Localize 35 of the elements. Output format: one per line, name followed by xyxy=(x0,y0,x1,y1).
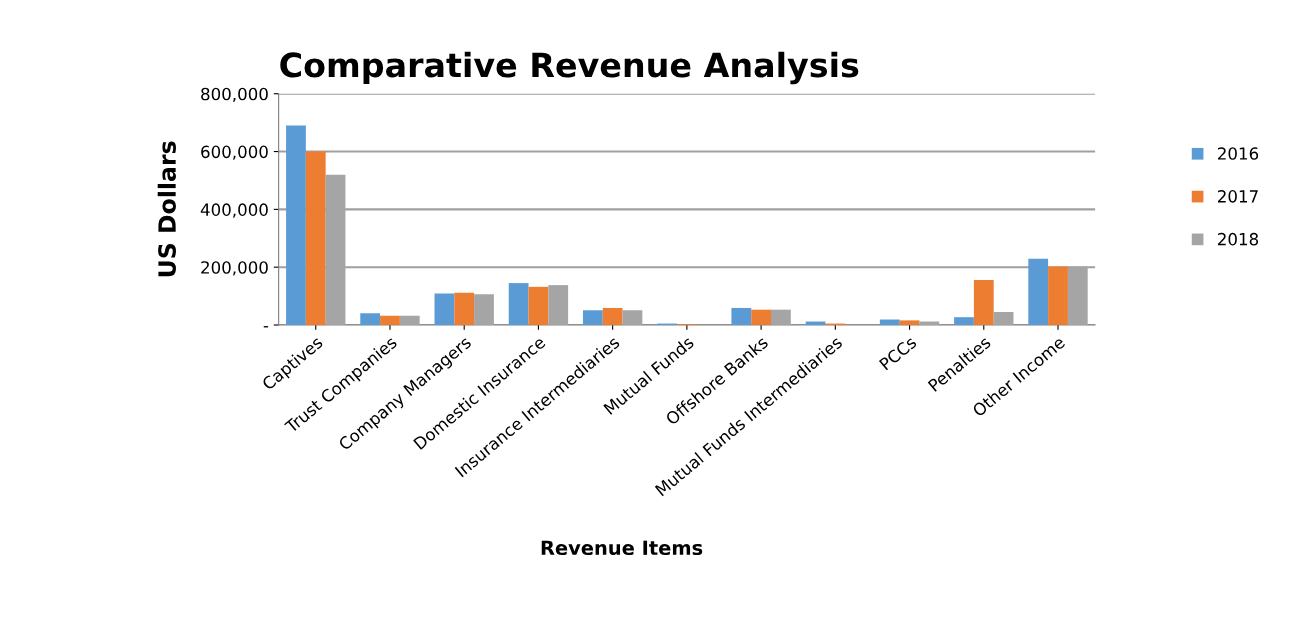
bar xyxy=(771,309,791,325)
y-axis-title: US Dollars xyxy=(157,141,176,277)
bar xyxy=(360,313,381,325)
bar xyxy=(879,319,900,325)
bar xyxy=(548,285,569,325)
bar xyxy=(434,293,455,325)
y-tick-label: - xyxy=(263,326,269,328)
bar xyxy=(993,311,1014,325)
bar xyxy=(454,292,475,325)
y-tick-label: 800,000 xyxy=(201,87,268,103)
bar xyxy=(305,151,326,325)
chart-title: Comparative Revenue Analysis xyxy=(280,51,859,85)
bar xyxy=(622,310,643,325)
x-axis-title: Revenue Items xyxy=(541,540,703,556)
bar xyxy=(973,279,994,325)
bar xyxy=(751,309,771,325)
legend-label: 2017 xyxy=(1217,190,1258,203)
bar xyxy=(286,125,306,325)
y-tick-label: 600,000 xyxy=(201,145,268,160)
bar xyxy=(399,315,420,325)
legend-label: 2016 xyxy=(1217,147,1259,160)
y-tick-label: 400,000 xyxy=(200,203,268,218)
bar xyxy=(380,315,400,325)
bar xyxy=(582,310,603,325)
bar xyxy=(508,283,529,325)
bar xyxy=(474,294,494,325)
bar xyxy=(1028,258,1049,325)
y-tick-label: 200,000 xyxy=(201,261,268,276)
legend-label: 2018 xyxy=(1217,232,1259,246)
bar xyxy=(1048,266,1068,325)
bar xyxy=(528,286,549,325)
bar xyxy=(602,307,623,325)
bar xyxy=(899,320,920,325)
bar xyxy=(731,307,752,325)
bar xyxy=(954,317,974,325)
